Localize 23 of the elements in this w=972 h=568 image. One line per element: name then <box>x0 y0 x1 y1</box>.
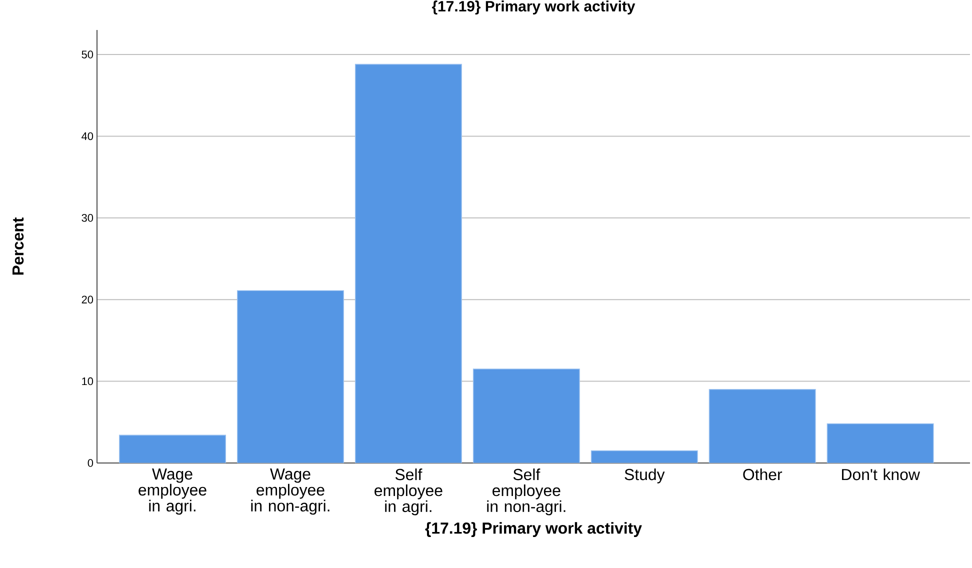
bar <box>826 423 934 463</box>
x-axis-title: {17.19} Primary work activity <box>425 522 642 537</box>
bar <box>472 368 580 463</box>
x-tick-label: Self employee in non-agri. <box>487 468 566 516</box>
y-axis-title: Percent <box>12 217 24 275</box>
bar <box>237 290 344 463</box>
x-tick-label: Other <box>743 468 782 480</box>
y-tick-label: 0 <box>88 459 94 467</box>
y-tick-label: 10 <box>82 377 94 386</box>
y-tick-label: 50 <box>82 50 94 58</box>
x-tick-label: Wage employee in non-agri. <box>251 468 330 515</box>
bar <box>708 389 816 463</box>
bar <box>354 64 462 463</box>
x-tick-label: Wage employee in agri. <box>138 468 206 515</box>
y-tick-label: 30 <box>82 214 94 222</box>
y-tick-label: 20 <box>82 296 94 304</box>
x-tick-label: Study <box>624 468 665 484</box>
bar <box>591 450 698 463</box>
y-tick-label: 40 <box>82 132 94 140</box>
x-tick-label: Self employee in agri. <box>374 468 442 516</box>
x-tick-label: Don't know <box>842 468 920 480</box>
chart-title: {17.19} Primary work activity <box>432 0 636 14</box>
bar <box>119 434 226 463</box>
